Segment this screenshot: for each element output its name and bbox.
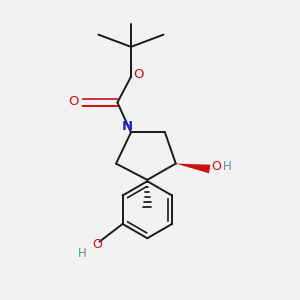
Polygon shape xyxy=(176,164,210,173)
Text: H: H xyxy=(223,160,232,173)
Text: O: O xyxy=(133,68,144,81)
Text: H: H xyxy=(77,247,86,260)
Text: N: N xyxy=(122,120,133,133)
Text: O: O xyxy=(69,94,79,108)
Text: O: O xyxy=(92,238,102,251)
Text: O: O xyxy=(212,160,221,173)
